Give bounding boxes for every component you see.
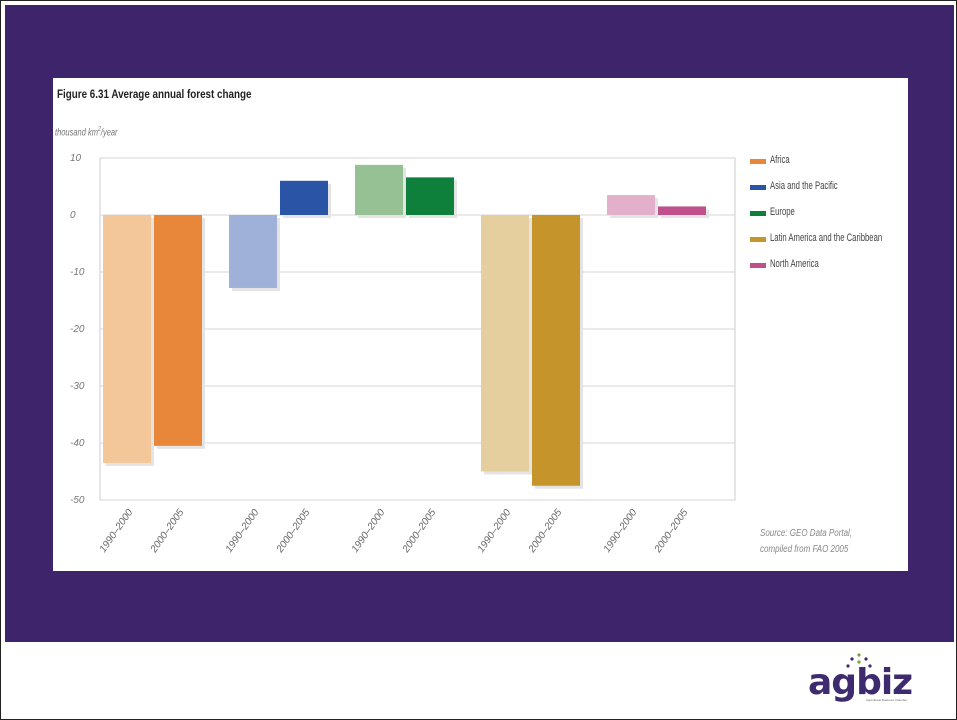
legend-label: Asia and the Pacific: [770, 180, 838, 192]
chart-title: Figure 6.31 Average annual forest change: [57, 87, 252, 101]
y-tick-label: 0: [70, 210, 76, 221]
bar: [103, 215, 151, 463]
chart-plot: 10 0 -10 -20 -30 -40 -50 1990–2000 2000–2005 1990…: [70, 153, 736, 556]
legend-label: Africa: [770, 154, 790, 166]
source-line-2: compiled from FAO 2005: [760, 544, 849, 555]
x-tick-label: 2000–2005: [526, 507, 565, 555]
x-tick-label: 2000–2005: [148, 507, 187, 555]
x-tick-label: 2000–2005: [274, 507, 313, 555]
bar: [406, 177, 454, 215]
bar: [154, 215, 202, 446]
source-line-1: Source: GEO Data Portal,: [760, 528, 853, 539]
y-tick-label: 10: [70, 153, 82, 164]
y-tick-label: -40: [70, 438, 85, 449]
legend-label: Europe: [770, 206, 795, 218]
legend-label: North America: [770, 258, 819, 270]
legend-swatch: [750, 263, 766, 268]
logo-tagline: Agricultural Business Chamber: [866, 698, 908, 702]
y-tick-label: -50: [70, 495, 85, 506]
bar: [280, 180, 328, 215]
x-tick-label: 2000–2005: [652, 507, 691, 555]
logo-arc-icon: [846, 653, 872, 668]
x-tick-label: 1990–2000: [476, 507, 514, 555]
bar: [229, 215, 277, 288]
y-axis-unit: thousand km2/year: [55, 126, 118, 139]
chart-panel: Figure 6.31 Average annual forest change…: [53, 78, 908, 571]
legend-swatch: [750, 159, 766, 164]
legend-label: Latin America and the Caribbean: [770, 232, 883, 244]
x-tick-label: 1990–2000: [350, 507, 388, 555]
y-tick-label: -10: [70, 267, 85, 278]
legend-swatch: [750, 237, 766, 242]
y-tick-label: -30: [70, 381, 85, 392]
bar: [355, 164, 403, 215]
bar: [658, 206, 706, 215]
bar: [481, 215, 529, 472]
x-tick-label: 1990–2000: [602, 507, 640, 555]
x-tick-label: 1990–2000: [98, 507, 136, 555]
x-tick-label: 1990–2000: [224, 507, 262, 555]
bar: [607, 195, 655, 215]
logo-wordmark: agbiz: [808, 662, 913, 703]
y-tick-label: -20: [70, 324, 85, 335]
bar: [532, 215, 580, 486]
agbiz-logo: agbiz Agricultural Business Chamber: [800, 650, 930, 710]
x-tick-label: 2000–2005: [400, 507, 439, 555]
source-note: Source: GEO Data Portal, compiled from F…: [760, 526, 852, 558]
legend-swatch: [750, 185, 766, 190]
legend-swatch: [750, 211, 766, 216]
